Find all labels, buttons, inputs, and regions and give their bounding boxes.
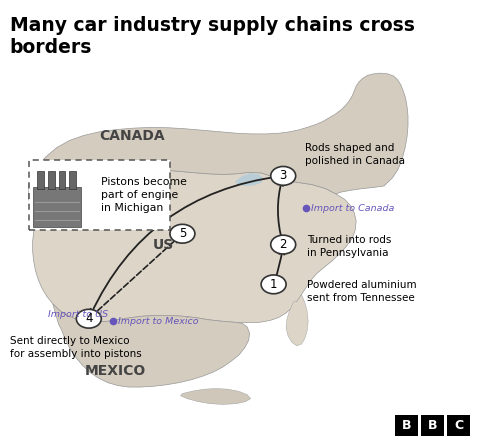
Polygon shape: [180, 389, 251, 404]
Text: Import to Canada: Import to Canada: [311, 204, 395, 213]
Text: Pistons become
part of engine
in Michigan: Pistons become part of engine in Michiga…: [101, 177, 187, 213]
Text: Turned into rods
in Pennsylvania: Turned into rods in Pennsylvania: [307, 235, 392, 258]
Text: B: B: [428, 419, 438, 432]
Text: Sent directly to Mexico
for assembly into pistons: Sent directly to Mexico for assembly int…: [10, 336, 141, 359]
FancyArrowPatch shape: [91, 176, 280, 314]
Bar: [33, 187, 81, 227]
Circle shape: [76, 309, 101, 328]
Polygon shape: [235, 173, 263, 186]
Bar: [395, 415, 418, 436]
Text: C: C: [455, 419, 464, 432]
Bar: [69, 171, 76, 189]
Text: 1: 1: [270, 278, 277, 291]
Polygon shape: [286, 295, 308, 346]
Circle shape: [261, 275, 286, 294]
Circle shape: [170, 224, 195, 243]
Text: 2: 2: [279, 238, 287, 251]
Bar: [59, 171, 65, 189]
Bar: [447, 415, 470, 436]
Bar: [29, 160, 170, 230]
Bar: [421, 415, 444, 436]
Text: CANADA: CANADA: [99, 129, 165, 143]
Bar: [48, 171, 55, 189]
Bar: [37, 171, 44, 189]
Polygon shape: [53, 304, 250, 387]
Text: Many car industry supply chains cross borders: Many car industry supply chains cross bo…: [10, 16, 414, 57]
Circle shape: [271, 166, 296, 185]
Circle shape: [271, 235, 296, 254]
Text: 3: 3: [279, 169, 287, 183]
Polygon shape: [29, 73, 408, 199]
FancyArrowPatch shape: [275, 249, 284, 282]
Text: MEXICO: MEXICO: [84, 364, 146, 378]
Polygon shape: [29, 170, 356, 323]
Text: Import to Mexico: Import to Mexico: [118, 317, 198, 326]
Text: Powdered aluminium
sent from Tennessee: Powdered aluminium sent from Tennessee: [307, 280, 417, 303]
Text: 4: 4: [85, 312, 93, 325]
Text: US: US: [153, 238, 174, 251]
Text: 5: 5: [179, 227, 186, 240]
FancyArrowPatch shape: [278, 180, 283, 242]
Text: Rods shaped and
polished in Canada: Rods shaped and polished in Canada: [305, 143, 405, 165]
Text: Import to US: Import to US: [48, 310, 108, 318]
Text: B: B: [402, 419, 411, 432]
